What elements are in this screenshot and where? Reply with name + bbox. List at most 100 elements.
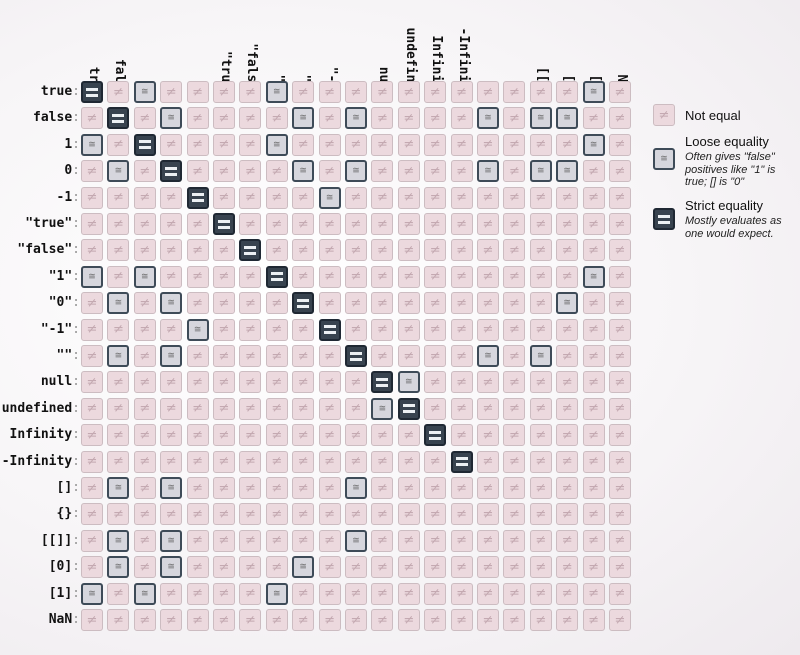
not-equal-cell: ≠ — [609, 345, 631, 367]
not-equal-cell: ≠ — [503, 450, 526, 473]
not-equal-cell: ≠ — [265, 609, 288, 631]
legend-loose-description: Often gives "false" positives like "1" i… — [685, 151, 776, 188]
not-equal-cell: ≠ — [107, 133, 130, 156]
not-equal-cell: ≠ — [292, 213, 315, 235]
not-equal-cell: ≠ — [345, 213, 367, 235]
not-equal-cell: ≠ — [450, 582, 473, 605]
strict-equal-cell — [318, 318, 341, 341]
not-equal-cell: ≠ — [371, 186, 394, 209]
loose-equal-cell: ≅ — [107, 477, 130, 499]
not-equal-cell: ≠ — [371, 503, 394, 526]
loose-equal-cell: ≅ — [477, 160, 499, 183]
not-equal-cell: ≠ — [345, 239, 367, 262]
not-equal-cell: ≠ — [107, 424, 130, 447]
not-equal-cell: ≠ — [265, 397, 288, 420]
row-header-undefined: undefined: — [1, 400, 80, 416]
not-equal-cell: ≠ — [160, 609, 183, 631]
loose-equal-cell: ≅ — [345, 160, 367, 183]
not-equal-cell: ≠ — [477, 397, 499, 420]
not-equal-cell: ≠ — [556, 450, 579, 473]
not-equal-cell: ≠ — [239, 371, 262, 394]
strict-equal-cell — [160, 160, 183, 183]
not-equal-cell: ≠ — [556, 556, 579, 579]
not-equal-cell: ≠ — [239, 186, 262, 209]
not-equal-cell: ≠ — [371, 160, 394, 183]
row-header-infinity: -Infinity: — [1, 453, 80, 469]
not-equal-cell: ≠ — [529, 186, 552, 209]
not-equal-cell: ≠ — [81, 107, 103, 130]
not-equal-cell: ≠ — [424, 371, 447, 394]
not-equal-cell: ≠ — [397, 265, 420, 288]
not-equal-cell: ≠ — [107, 503, 130, 526]
row-header-str-1str: "1": — [48, 268, 80, 284]
not-equal-cell: ≠ — [397, 213, 420, 235]
strict-equal-cell — [81, 81, 103, 103]
not-equal-cell: ≠ — [213, 582, 235, 605]
not-equal-cell: ≠ — [477, 81, 499, 103]
strict-equal-cell — [397, 397, 420, 420]
not-equal-cell: ≠ — [556, 397, 579, 420]
not-equal-cell: ≠ — [318, 424, 341, 447]
not-equal-cell: ≠ — [503, 107, 526, 130]
not-equal-cell: ≠ — [318, 609, 341, 631]
not-equal-cell: ≠ — [292, 450, 315, 473]
not-equal-cell: ≠ — [529, 477, 552, 499]
not-equal-cell: ≠ — [556, 265, 579, 288]
not-equal-cell: ≠ — [609, 582, 631, 605]
not-equal-cell: ≠ — [503, 424, 526, 447]
not-equal-cell: ≠ — [133, 292, 156, 315]
not-equal-cell: ≠ — [107, 213, 130, 235]
not-equal-cell: ≠ — [582, 529, 605, 552]
not-equal-cell: ≠ — [186, 107, 209, 130]
not-equal-cell: ≠ — [529, 529, 552, 552]
not-equal-cell: ≠ — [397, 582, 420, 605]
not-equal-cell: ≠ — [529, 503, 552, 526]
loose-equal-cell: ≅ — [477, 107, 499, 130]
not-equal-cell: ≠ — [503, 371, 526, 394]
loose-equal-cell: ≅ — [81, 582, 103, 605]
not-equal-cell: ≠ — [477, 371, 499, 394]
not-equal-cell: ≠ — [160, 424, 183, 447]
loose-equal-cell: ≅ — [133, 582, 156, 605]
not-equal-cell: ≠ — [450, 213, 473, 235]
not-equal-cell: ≠ — [318, 292, 341, 315]
not-equal-cell: ≠ — [450, 345, 473, 367]
strict-equal-cell — [213, 213, 235, 235]
not-equal-cell: ≠ — [529, 371, 552, 394]
not-equal-cell: ≠ — [160, 133, 183, 156]
not-equal-cell: ≠ — [556, 345, 579, 367]
not-equal-cell: ≠ — [318, 265, 341, 288]
not-equal-cell: ≠ — [318, 397, 341, 420]
not-equal-cell: ≠ — [318, 450, 341, 473]
not-equal-cell: ≠ — [371, 133, 394, 156]
not-equal-cell: ≠ — [81, 529, 103, 552]
loose-equal-cell: ≅ — [265, 133, 288, 156]
not-equal-cell: ≠ — [213, 345, 235, 367]
not-equal-cell: ≠ — [186, 81, 209, 103]
not-equal-cell: ≠ — [213, 265, 235, 288]
not-equal-cell: ≠ — [292, 424, 315, 447]
loose-equal-cell: ≅ — [292, 160, 315, 183]
not-equal-cell: ≠ — [318, 556, 341, 579]
loose-equal-cell: ≅ — [477, 345, 499, 367]
not-equal-cell: ≠ — [292, 503, 315, 526]
row-header-str-str: "": — [56, 348, 80, 363]
not-equal-cell: ≠ — [345, 397, 367, 420]
not-equal-cell: ≠ — [609, 265, 631, 288]
loose-equal-cell: ≅ — [529, 107, 552, 130]
not-equal-cell: ≠ — [371, 265, 394, 288]
not-equal-cell: ≠ — [186, 371, 209, 394]
not-equal-cell: ≠ — [477, 133, 499, 156]
not-equal-cell: ≠ — [160, 81, 183, 103]
not-equal-cell: ≠ — [213, 450, 235, 473]
not-equal-cell: ≠ — [477, 556, 499, 579]
not-equal-cell: ≠ — [160, 213, 183, 235]
not-equal-cell: ≠ — [239, 213, 262, 235]
row-header-arr: []: — [56, 480, 80, 495]
not-equal-cell: ≠ — [609, 529, 631, 552]
not-equal-cell: ≠ — [609, 318, 631, 341]
not-equal-cell: ≠ — [265, 503, 288, 526]
not-equal-cell: ≠ — [318, 239, 341, 262]
not-equal-cell: ≠ — [371, 292, 394, 315]
not-equal-cell: ≠ — [556, 424, 579, 447]
